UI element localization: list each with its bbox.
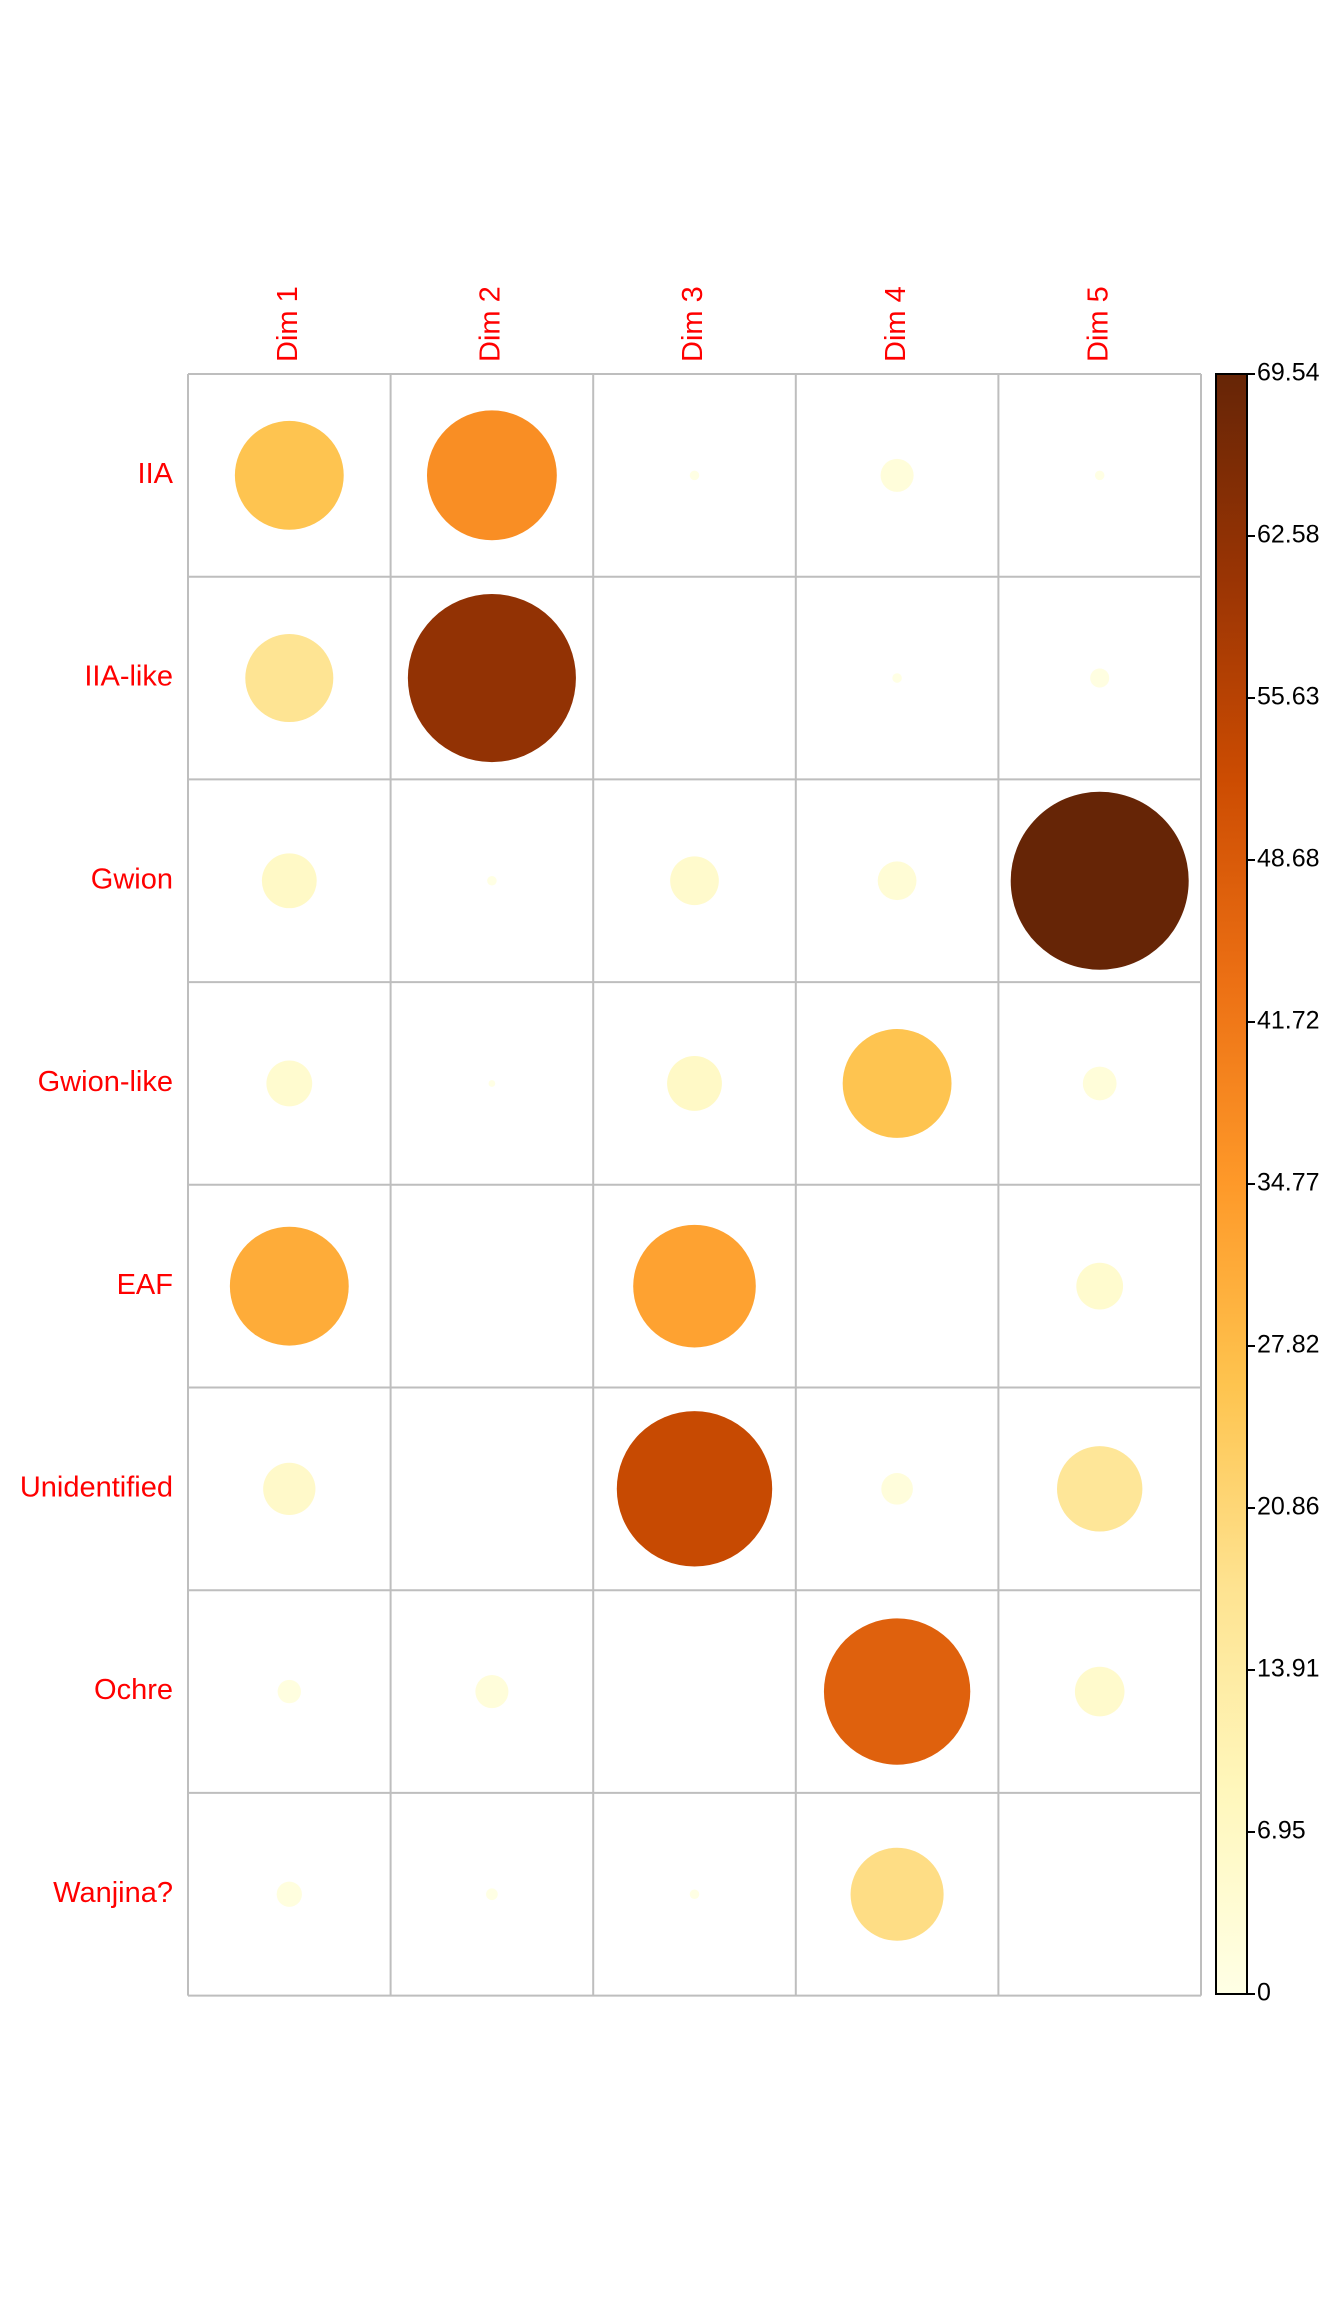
circle-mark — [229, 1226, 349, 1346]
circle-mark — [261, 853, 317, 909]
circle-mark — [263, 1462, 316, 1515]
column-label: Dim 1 — [272, 286, 304, 362]
row-label: Ochre — [94, 1674, 173, 1706]
circle-mark — [266, 1060, 313, 1107]
row-label: IIA-like — [84, 661, 173, 693]
circle-mark — [892, 673, 902, 683]
circle-mark — [689, 470, 700, 481]
circle-mark — [1090, 668, 1110, 688]
colorbar-tick-label: 48.68 — [1257, 845, 1320, 873]
circle-mark — [667, 1056, 722, 1111]
colorbar-tick-label: 20.86 — [1257, 1493, 1320, 1521]
circle-mark — [1074, 1666, 1125, 1717]
circle-mark — [245, 634, 334, 723]
circle-mark — [850, 1847, 944, 1941]
column-label: Dim 3 — [677, 286, 709, 362]
circle-mark — [1094, 470, 1105, 481]
colorbar-tick-label: 69.54 — [1257, 359, 1320, 387]
circle-mark — [1076, 1262, 1124, 1310]
circle-mark — [407, 594, 576, 763]
colorbar: 0 6.95 13.91 20.86 27.82 34.77 41.72 48.68 55.63… — [1215, 359, 1320, 2007]
circle-mark — [475, 1675, 509, 1709]
column-label: Dim 2 — [475, 286, 507, 362]
circle-marks — [229, 410, 1189, 1941]
row-label: EAF — [117, 1269, 173, 1301]
circle-mark — [1010, 791, 1189, 970]
circle-mark — [670, 856, 719, 906]
colorbar-tick-label: 0 — [1257, 1979, 1271, 2007]
circle-mark — [689, 1889, 700, 1900]
colorbar-tick-label: 41.72 — [1257, 1007, 1320, 1035]
circle-mark — [276, 1881, 302, 1907]
row-label: Unidentified — [20, 1472, 173, 1504]
colorbar-tick-label: 13.91 — [1257, 1655, 1320, 1683]
colorbar-gradient — [1215, 373, 1248, 1995]
circle-mark — [486, 1888, 498, 1901]
colorbar-ticks: 0 6.95 13.91 20.86 27.82 34.77 41.72 48.68 55.63… — [1247, 359, 1320, 2007]
grid — [187, 373, 1202, 1997]
column-labels: Dim 1 Dim 2 Dim 3 Dim 4 Dim 5 — [272, 286, 1114, 362]
column-label: Dim 5 — [1082, 286, 1114, 362]
row-labels: IIA IIA-like Gwion Gwion-like EAF Unidentifie… — [20, 458, 174, 1909]
circle-mark — [616, 1411, 773, 1567]
row-label: Gwion-like — [38, 1066, 173, 1098]
colorbar-tick-label: 34.77 — [1257, 1169, 1320, 1197]
circle-mark — [823, 1618, 971, 1765]
circle-mark — [277, 1679, 301, 1704]
circle-mark — [633, 1224, 756, 1348]
circle-mark — [426, 410, 557, 541]
circle-mark — [877, 861, 917, 901]
colorbar-tick-label: 55.63 — [1257, 683, 1320, 711]
colorbar-tick-label: 62.58 — [1257, 521, 1320, 549]
column-label: Dim 4 — [880, 286, 912, 362]
circle-mark — [1057, 1446, 1143, 1532]
colorbar-tick-label: 6.95 — [1257, 1817, 1306, 1845]
circle-mark — [488, 1080, 496, 1087]
row-label: IIA — [138, 458, 174, 490]
colorbar-tick-label: 27.82 — [1257, 1331, 1320, 1359]
circle-mark — [234, 420, 344, 530]
circle-mark — [842, 1029, 952, 1138]
circle-mark — [881, 1473, 913, 1505]
circle-mark — [487, 875, 497, 886]
circle-mark — [880, 458, 914, 492]
row-label: Wanjina? — [53, 1877, 173, 1909]
row-label: Gwion — [91, 863, 173, 895]
circle-mark — [1082, 1066, 1117, 1101]
